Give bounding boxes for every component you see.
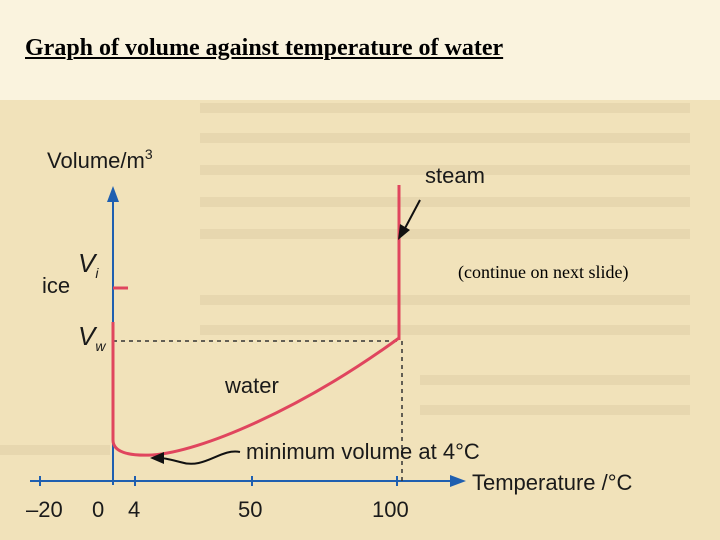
- title-band: [0, 0, 720, 100]
- x-axis-label: Temperature /°C: [472, 470, 633, 495]
- x-axis-arrow: [450, 475, 466, 487]
- steam-pointer-head: [398, 224, 410, 240]
- water-label: water: [224, 373, 279, 398]
- tick-label-minus20: –20: [26, 497, 63, 522]
- slide-title: Graph of volume against temperature of w…: [25, 35, 504, 61]
- y-axis-label-sup: 3: [145, 146, 153, 162]
- vi-label-sub: i: [95, 265, 99, 281]
- steam-pointer: [402, 199, 421, 233]
- vi-label: Vi: [78, 248, 99, 281]
- tick-label-0: 0: [92, 497, 104, 522]
- tick-label-4: 4: [128, 497, 140, 522]
- vw-label-sub: w: [95, 338, 106, 354]
- vw-label: Vw: [78, 321, 106, 354]
- tick-label-50: 50: [238, 497, 262, 522]
- x-axis-ticks: [39, 476, 398, 486]
- background-texture: [0, 103, 690, 455]
- ice-label: ice: [42, 273, 70, 298]
- y-axis-arrow: [107, 186, 119, 202]
- y-axis-label: Volume/m3: [47, 146, 153, 173]
- water-curve: [111, 322, 400, 457]
- tick-label-100: 100: [372, 497, 409, 522]
- steam-label: steam: [425, 163, 485, 188]
- minimum-volume-label: minimum volume at 4°C: [246, 439, 480, 464]
- minimum-pointer-head: [150, 452, 164, 464]
- continue-note: (continue on next slide): [458, 262, 629, 282]
- minimum-pointer: [159, 450, 241, 465]
